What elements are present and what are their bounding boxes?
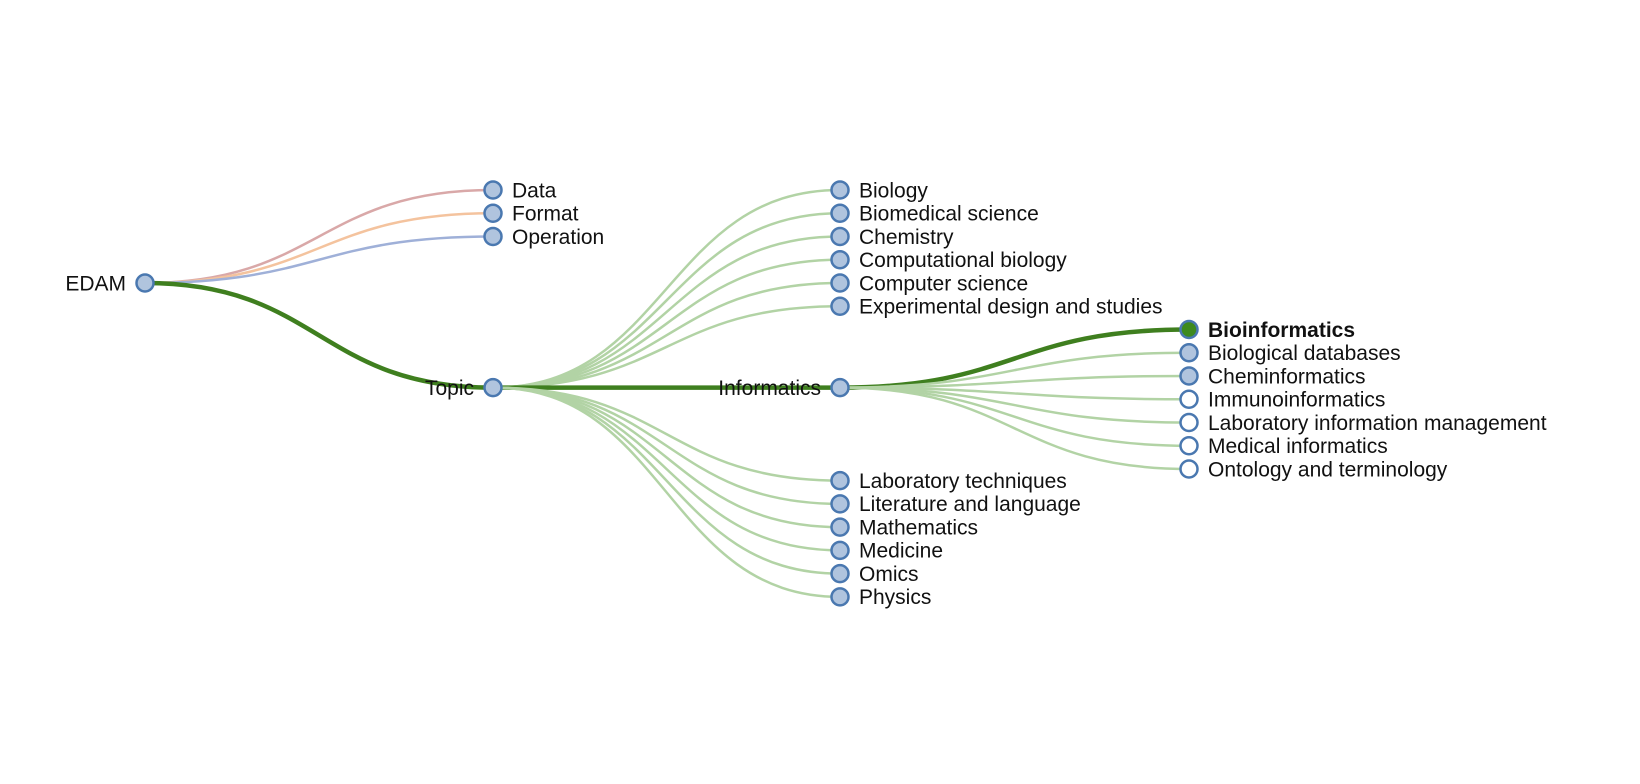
link-edam-operation (144, 235, 494, 285)
tree-node-chemistry[interactable]: Chemistry (830, 226, 955, 249)
node-label[interactable]: Biological databases (1208, 342, 1401, 365)
node-label[interactable]: Biology (859, 179, 928, 202)
node-circle[interactable] (830, 180, 850, 200)
node-circle[interactable] (830, 250, 850, 270)
node-label[interactable]: Data (512, 179, 557, 202)
tree-node-bioinformatics[interactable]: Bioinformatics (1179, 319, 1356, 342)
tree-links (144, 188, 1190, 599)
node-label[interactable]: Format (512, 203, 579, 226)
link-topic-experimental-design (492, 305, 841, 389)
node-circle[interactable] (135, 273, 155, 293)
node-label[interactable]: Informatics (718, 377, 821, 400)
node-circle[interactable] (830, 203, 850, 223)
node-label[interactable]: Omics (859, 563, 919, 586)
node-circle[interactable] (830, 470, 850, 491)
tree-node-format[interactable]: Format (483, 203, 579, 226)
node-circle[interactable] (1179, 459, 1199, 479)
tree-node-medicine[interactable]: Medicine (830, 540, 944, 563)
tree-node-topic[interactable]: Topic (425, 377, 503, 400)
tree-node-computational-biology[interactable]: Computational biology (830, 249, 1068, 272)
node-circle[interactable] (483, 203, 503, 223)
link-topic-physics (492, 386, 841, 599)
link-edam-format (144, 212, 494, 285)
node-circle[interactable] (830, 273, 850, 293)
node-circle[interactable] (1179, 412, 1199, 433)
node-label[interactable]: Experimental design and studies (859, 296, 1163, 319)
link-topic-chemistry (492, 235, 841, 389)
link-topic-literature-and-language (492, 386, 841, 506)
tree-node-biological-databases[interactable]: Biological databases (1179, 342, 1401, 365)
node-label[interactable]: Ontology and terminology (1208, 458, 1448, 481)
link-edam-topic (144, 280, 494, 390)
link-topic-laboratory-techniques (492, 386, 841, 482)
node-circle[interactable] (483, 377, 503, 398)
tree-node-informatics[interactable]: Informatics (718, 377, 850, 400)
node-circle[interactable] (830, 587, 850, 607)
tree-node-immunoinformatics[interactable]: Immunoinformatics (1179, 389, 1386, 412)
tree-node-data[interactable]: Data (483, 179, 557, 202)
link-topic-computational-biology (492, 258, 841, 389)
tree-node-biomedical-science[interactable]: Biomedical science (830, 203, 1039, 226)
node-label[interactable]: Laboratory techniques (859, 470, 1067, 493)
link-topic-medicine (492, 386, 841, 552)
node-circle[interactable] (1179, 436, 1199, 456)
tree-node-laboratory-techniques[interactable]: Laboratory techniques (830, 470, 1067, 493)
node-label[interactable]: Literature and language (859, 493, 1081, 516)
node-circle[interactable] (830, 540, 850, 561)
node-label[interactable]: Chemistry (859, 226, 954, 249)
node-label[interactable]: EDAM (65, 272, 126, 295)
node-label[interactable]: Cheminformatics (1208, 365, 1366, 388)
node-circle[interactable] (830, 226, 850, 247)
tree-node-mathematics[interactable]: Mathematics (830, 516, 979, 539)
node-label[interactable]: Biomedical science (859, 203, 1039, 226)
node-label[interactable]: Immunoinformatics (1208, 389, 1385, 412)
link-edam-data (144, 188, 494, 285)
tree-node-literature-and-language[interactable]: Literature and language (830, 493, 1081, 516)
tree-node-medical-informatics[interactable]: Medical informatics (1179, 435, 1388, 458)
link-informatics-bioinformatics (839, 327, 1190, 390)
tree-node-omics[interactable]: Omics (830, 563, 919, 586)
tree-node-cheminformatics[interactable]: Cheminformatics (1179, 365, 1366, 388)
tree-node-edam[interactable]: EDAM (65, 272, 155, 295)
node-circle[interactable] (483, 226, 503, 247)
node-label[interactable]: Mathematics (859, 516, 978, 539)
node-circle[interactable] (1179, 343, 1199, 363)
tree-node-computer-science[interactable]: Computer science (830, 272, 1029, 295)
node-label[interactable]: Computational biology (859, 249, 1067, 272)
tree-node-laboratory-information-management[interactable]: Laboratory information management (1179, 412, 1547, 435)
node-label[interactable]: Bioinformatics (1208, 319, 1355, 342)
tree-node-ontology-and-terminology[interactable]: Ontology and terminology (1179, 458, 1448, 481)
node-label[interactable]: Operation (512, 226, 604, 249)
node-circle[interactable] (1179, 366, 1199, 386)
node-circle[interactable] (830, 517, 850, 537)
tree-node-physics[interactable]: Physics (830, 586, 932, 609)
node-label[interactable]: Topic (425, 377, 474, 400)
link-informatics-medical-informatics (839, 386, 1190, 447)
node-circle[interactable] (483, 180, 503, 200)
node-circle[interactable] (830, 377, 850, 398)
link-topic-mathematics (492, 386, 841, 529)
node-label[interactable]: Medicine (859, 540, 943, 563)
node-circle[interactable] (830, 563, 850, 584)
node-circle[interactable] (830, 494, 850, 514)
node-label[interactable]: Computer science (859, 272, 1028, 295)
link-informatics-ontology-and-terminology (839, 386, 1190, 471)
node-label[interactable]: Physics (859, 586, 931, 609)
node-circle[interactable] (1179, 389, 1199, 409)
tree-node-operation[interactable]: Operation (483, 226, 605, 249)
node-label[interactable]: Laboratory information management (1208, 412, 1547, 435)
node-circle[interactable] (1179, 319, 1199, 340)
tree-node-experimental-design[interactable]: Experimental design and studies (830, 296, 1163, 319)
tree-node-biology[interactable]: Biology (830, 179, 929, 202)
node-label[interactable]: Medical informatics (1208, 435, 1388, 458)
node-circle[interactable] (830, 296, 850, 316)
